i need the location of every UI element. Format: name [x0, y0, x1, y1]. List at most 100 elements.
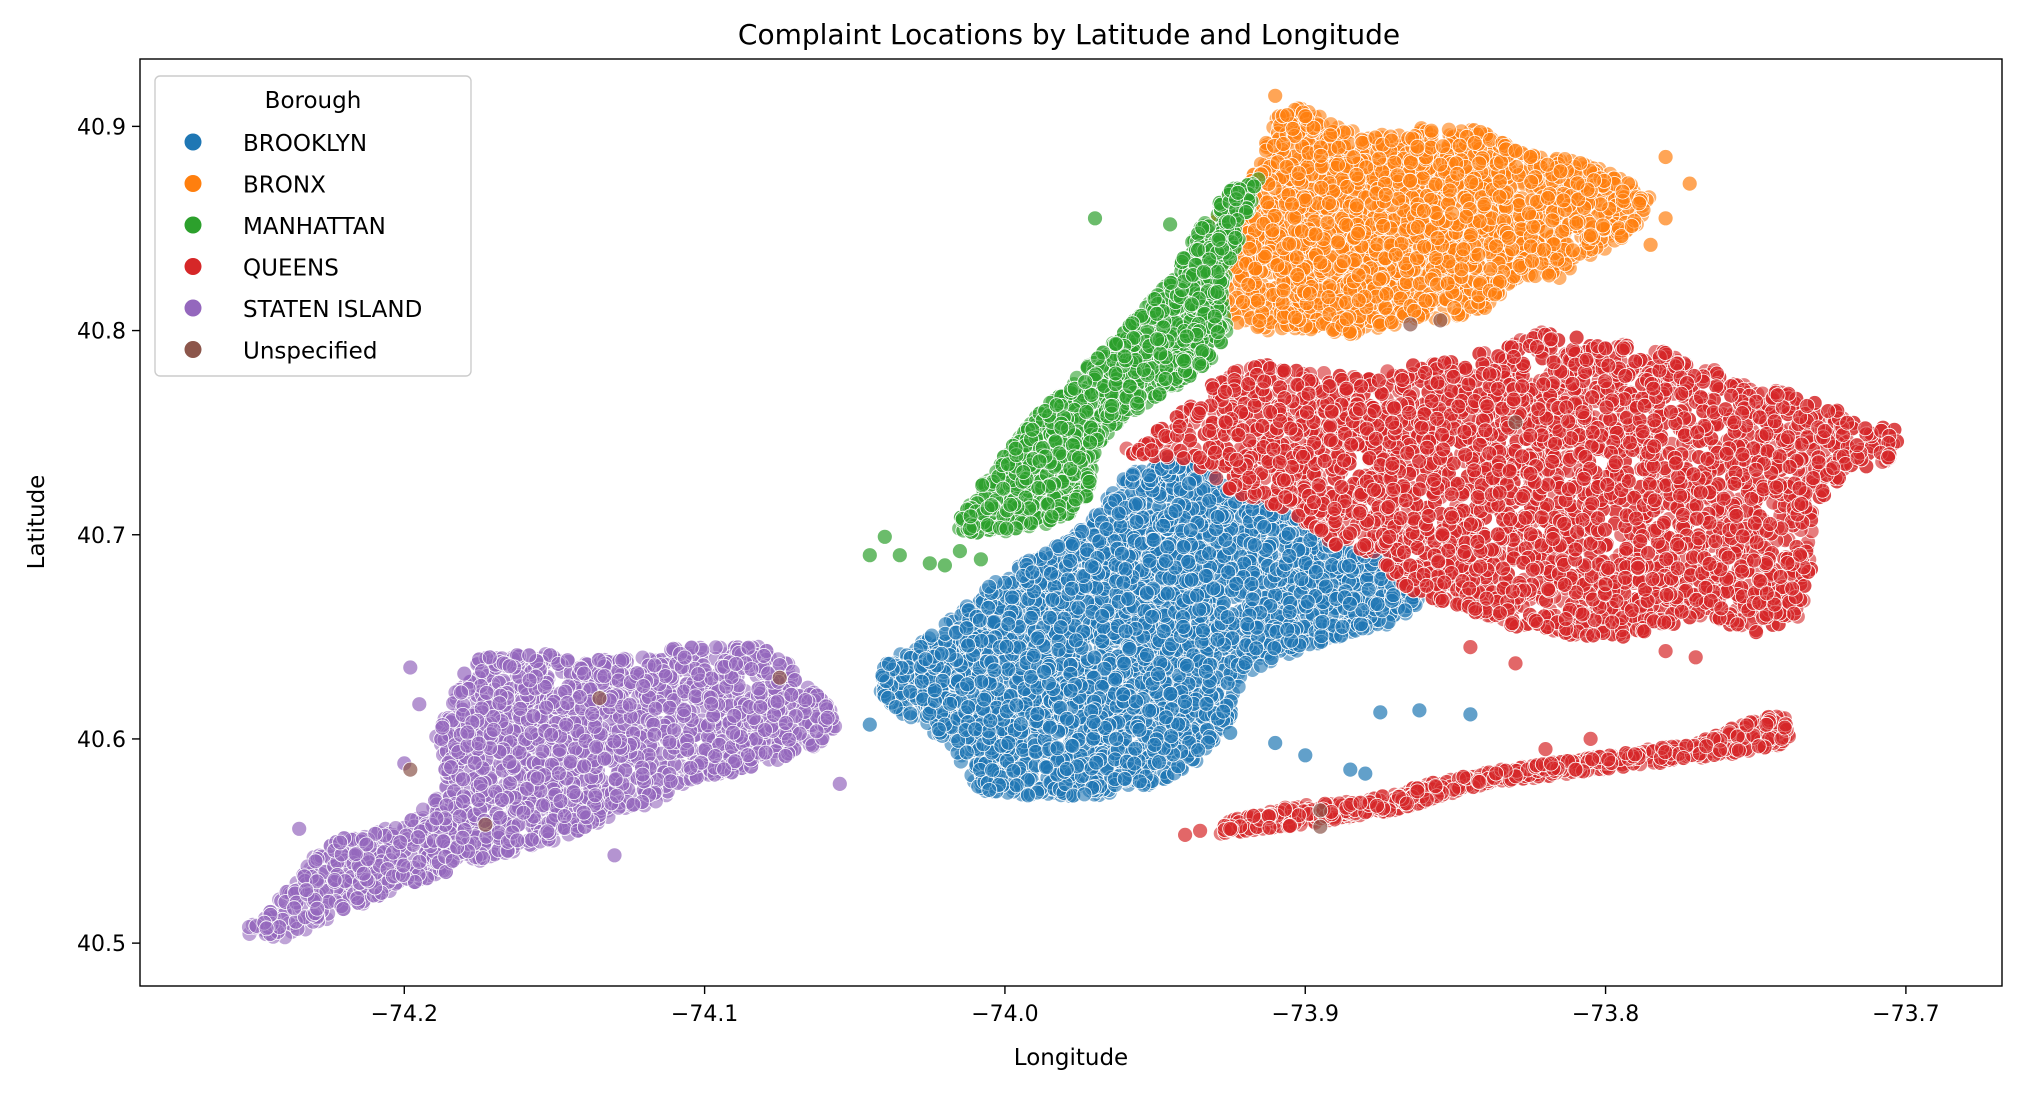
data-point — [1094, 608, 1111, 624]
data-point — [1297, 747, 1314, 764]
data-point — [1038, 545, 1054, 562]
data-point — [1139, 647, 1155, 663]
data-point — [1125, 466, 1141, 483]
data-point — [1000, 616, 1017, 632]
data-point — [960, 699, 977, 715]
data-point — [1138, 585, 1155, 601]
data-point — [1043, 565, 1059, 582]
data-point — [1159, 585, 1176, 602]
data-point — [1267, 735, 1284, 751]
data-point — [1179, 657, 1195, 674]
data-point — [1107, 671, 1123, 688]
data-point — [1117, 561, 1134, 577]
data-point — [1279, 621, 1296, 638]
data-point — [1000, 661, 1017, 678]
data-point — [1029, 630, 1046, 647]
data-point — [1076, 786, 1093, 803]
data-point — [1248, 640, 1265, 657]
data-point — [1085, 730, 1102, 747]
data-point — [1158, 553, 1174, 569]
data-point — [1198, 663, 1214, 680]
data-point — [1025, 647, 1042, 664]
data-point — [1162, 685, 1179, 702]
data-point — [1116, 655, 1133, 672]
data-point — [1237, 655, 1254, 671]
data-point — [1086, 649, 1103, 666]
data-point — [1029, 706, 1046, 722]
data-point — [1244, 591, 1261, 608]
data-point — [1360, 581, 1377, 598]
data-point — [1246, 537, 1263, 553]
data-point — [1074, 523, 1090, 540]
data-point — [1372, 704, 1389, 721]
data-point — [1243, 576, 1260, 592]
data-point — [1219, 609, 1236, 625]
data-point — [887, 699, 904, 715]
series-brooklyn — [861, 449, 1479, 804]
data-point — [1012, 716, 1029, 732]
data-point — [1256, 519, 1273, 535]
data-point — [1411, 702, 1428, 719]
data-point — [973, 633, 990, 649]
data-point — [972, 612, 988, 629]
data-point — [1151, 754, 1167, 770]
data-point — [1023, 610, 1039, 626]
data-point — [1115, 686, 1131, 703]
data-point — [1397, 602, 1413, 619]
data-point — [861, 716, 878, 733]
data-point — [1158, 709, 1174, 726]
data-point — [1008, 697, 1025, 714]
data-point — [1050, 642, 1067, 658]
data-point — [1314, 613, 1331, 630]
data-point — [973, 674, 990, 690]
data-point — [1190, 742, 1206, 759]
data-point — [1121, 641, 1138, 657]
data-point — [1239, 616, 1256, 632]
data-point — [1116, 770, 1133, 787]
data-point — [981, 782, 998, 798]
data-point — [1175, 539, 1192, 555]
data-point — [913, 673, 930, 690]
data-point — [1127, 496, 1144, 513]
data-point — [1353, 616, 1369, 633]
data-point — [1126, 755, 1143, 772]
data-point — [1155, 518, 1172, 534]
data-point — [917, 651, 934, 668]
data-point — [1120, 591, 1137, 607]
data-point — [930, 721, 947, 738]
data-point — [1341, 557, 1357, 574]
data-point — [926, 682, 943, 699]
data-point — [1198, 695, 1215, 712]
chart-title: Complaint Locations by Latitude and Long… — [738, 18, 1400, 51]
data-point — [1334, 619, 1351, 635]
data-point — [1052, 619, 1069, 636]
data-point — [942, 695, 958, 712]
data-point — [1307, 564, 1324, 580]
data-point — [1299, 594, 1316, 610]
data-point — [1180, 553, 1197, 570]
data-point — [958, 620, 975, 637]
data-point — [1000, 734, 1017, 751]
data-point — [1209, 631, 1226, 648]
data-point — [967, 721, 984, 738]
data-point — [1127, 740, 1144, 757]
data-points — [241, 87, 1905, 946]
data-point — [976, 691, 993, 708]
data-point — [986, 662, 1003, 679]
data-point — [1094, 633, 1111, 650]
data-point — [1342, 761, 1359, 778]
data-point — [1145, 532, 1162, 548]
data-point — [1114, 545, 1130, 562]
data-point — [1146, 737, 1163, 753]
data-point — [1131, 773, 1148, 790]
data-point — [960, 637, 976, 654]
data-point — [1108, 731, 1124, 747]
data-point — [1131, 722, 1148, 738]
data-point — [1128, 514, 1145, 530]
data-point — [1201, 545, 1217, 562]
data-point — [1004, 589, 1020, 606]
data-point — [1059, 710, 1075, 727]
data-point — [986, 614, 1002, 630]
data-point — [902, 705, 919, 722]
